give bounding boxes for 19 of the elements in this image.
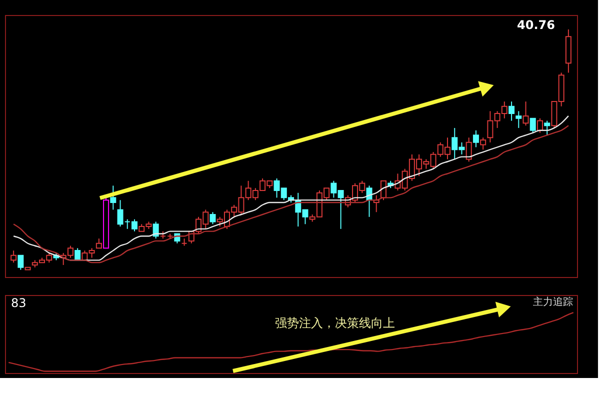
- annotation: 强势注入，决策线向上: [275, 316, 395, 330]
- candlestick: [508, 101, 515, 122]
- candlestick: [536, 118, 543, 134]
- candlestick: [472, 130, 479, 148]
- candlestick: [480, 137, 486, 150]
- text: 主力追踪: [533, 296, 573, 308]
- candlestick: [516, 110, 522, 128]
- candlestick: [544, 120, 550, 136]
- candlestick: [10, 250, 17, 264]
- candlestick: [181, 238, 188, 246]
- candlestick: [110, 185, 116, 210]
- annotation: 40.76: [517, 18, 555, 32]
- candlestick: [530, 118, 536, 134]
- candlestick: [466, 137, 472, 162]
- candlestick: [74, 248, 81, 261]
- text: 83: [11, 296, 26, 310]
- candlestick: [210, 212, 216, 225]
- candlestick: [522, 101, 529, 126]
- candlestick: [18, 254, 24, 270]
